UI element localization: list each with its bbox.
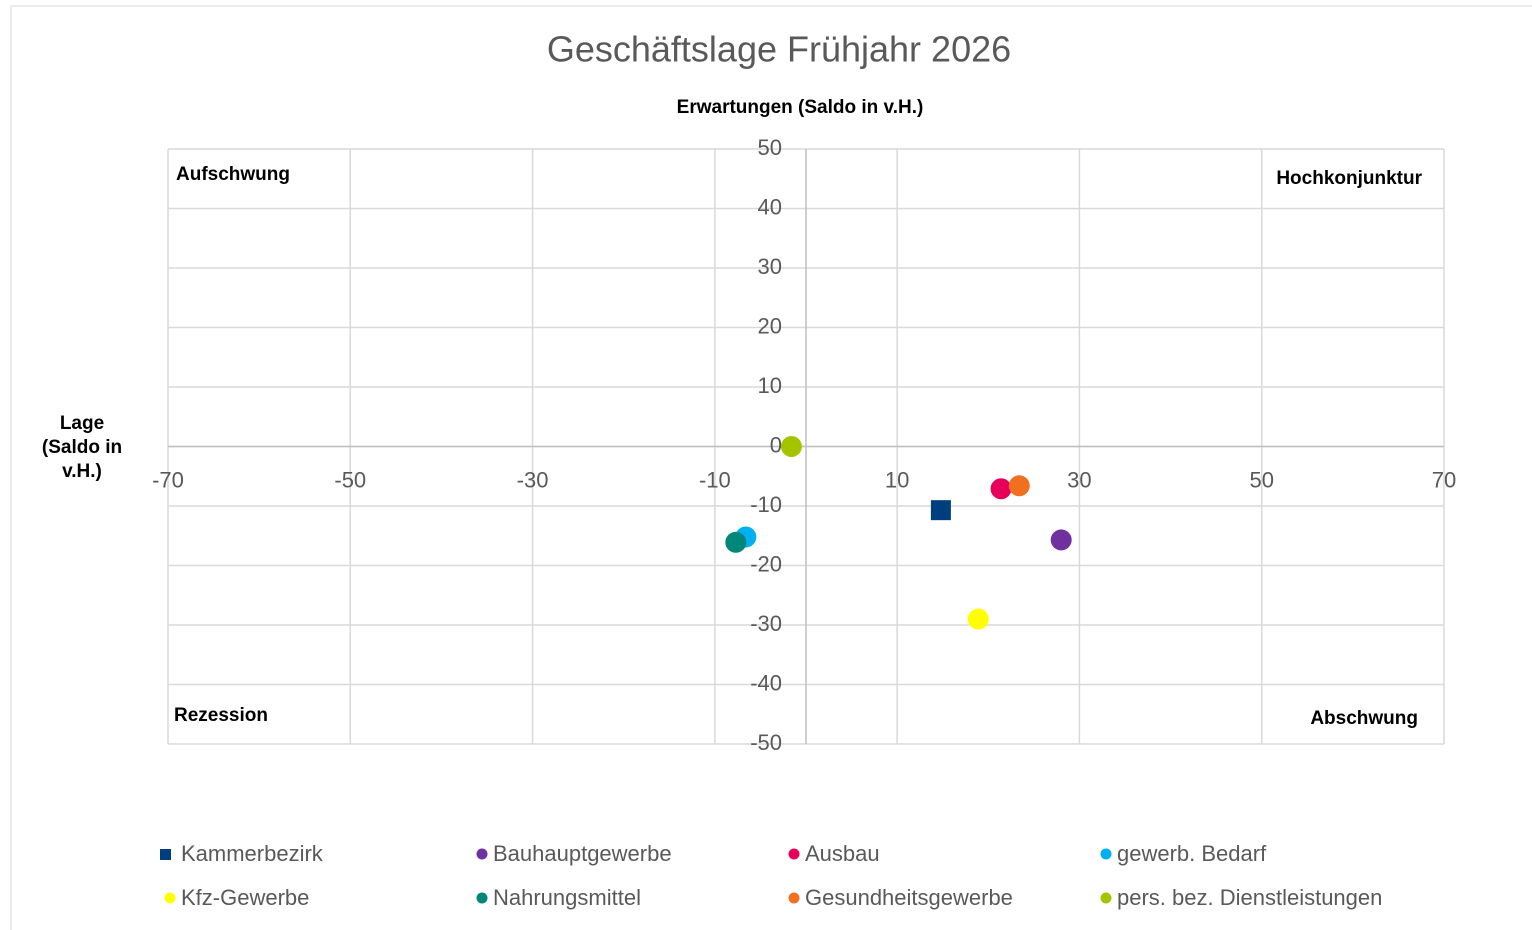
legend-label: Kammerbezirk <box>181 841 324 866</box>
legend-marker <box>476 848 488 860</box>
point <box>1008 475 1030 497</box>
y-tick-label: -30 <box>750 611 782 636</box>
legend-marker <box>1100 892 1112 904</box>
chart-title: Geschäftslage Frühjahr 2026 <box>547 29 1011 70</box>
legend-marker <box>1100 848 1112 860</box>
legend-marker <box>164 892 176 904</box>
point <box>780 436 802 457</box>
x-tick-label: -50 <box>334 467 366 492</box>
point <box>930 500 951 521</box>
quadrant-label: Rezession <box>174 705 268 726</box>
y-tick-label: 30 <box>758 254 782 279</box>
x-tick-label: 30 <box>1067 467 1091 492</box>
legend-label: Bauhauptgewerbe <box>493 841 672 866</box>
x-tick-label: 70 <box>1432 467 1456 492</box>
x-tick-label: -10 <box>699 467 731 492</box>
y-tick-label: 20 <box>758 313 782 338</box>
quadrant-label: Hochkonjunktur <box>1276 168 1422 189</box>
quadrant-label: Abschwung <box>1310 708 1418 729</box>
x-axis-title: Erwartungen (Saldo in v.H.) <box>677 97 924 118</box>
x-tick-label: 50 <box>1249 467 1273 492</box>
legend-label: Ausbau <box>805 841 880 866</box>
chart-frame <box>10 5 1532 930</box>
point <box>967 608 989 630</box>
x-tick-label: -30 <box>517 467 549 492</box>
y-tick-label: -20 <box>750 551 782 576</box>
legend-label: gewerb. Bedarf <box>1117 841 1267 866</box>
y-tick-label: 10 <box>758 373 782 398</box>
y-tick-label: 50 <box>758 135 782 160</box>
y-tick-label: 40 <box>758 194 782 219</box>
legend-marker <box>788 892 800 904</box>
y-tick-label: -10 <box>750 492 782 517</box>
y-axis-title: Lage (Saldo in v.H.) <box>41 413 123 482</box>
y-tick-label: -50 <box>750 730 782 755</box>
legend-label: Gesundheitsgewerbe <box>805 885 1013 910</box>
legend-marker <box>476 892 488 904</box>
y-tick-label: 0 <box>770 432 782 457</box>
legend-marker <box>788 848 800 860</box>
point <box>725 531 747 553</box>
legend-label: pers. bez. Dienstleistungen <box>1117 885 1382 910</box>
y-tick-label: -40 <box>750 670 782 695</box>
x-tick-label: 10 <box>885 467 909 492</box>
point <box>990 478 1012 500</box>
legend-label: Kfz-Gewerbe <box>181 885 309 910</box>
x-tick-label: -70 <box>152 467 184 492</box>
legend-marker <box>160 849 171 860</box>
legend-label: Nahrungsmittel <box>493 885 641 910</box>
quadrant-label: Aufschwung <box>176 164 290 185</box>
point <box>1050 529 1072 551</box>
